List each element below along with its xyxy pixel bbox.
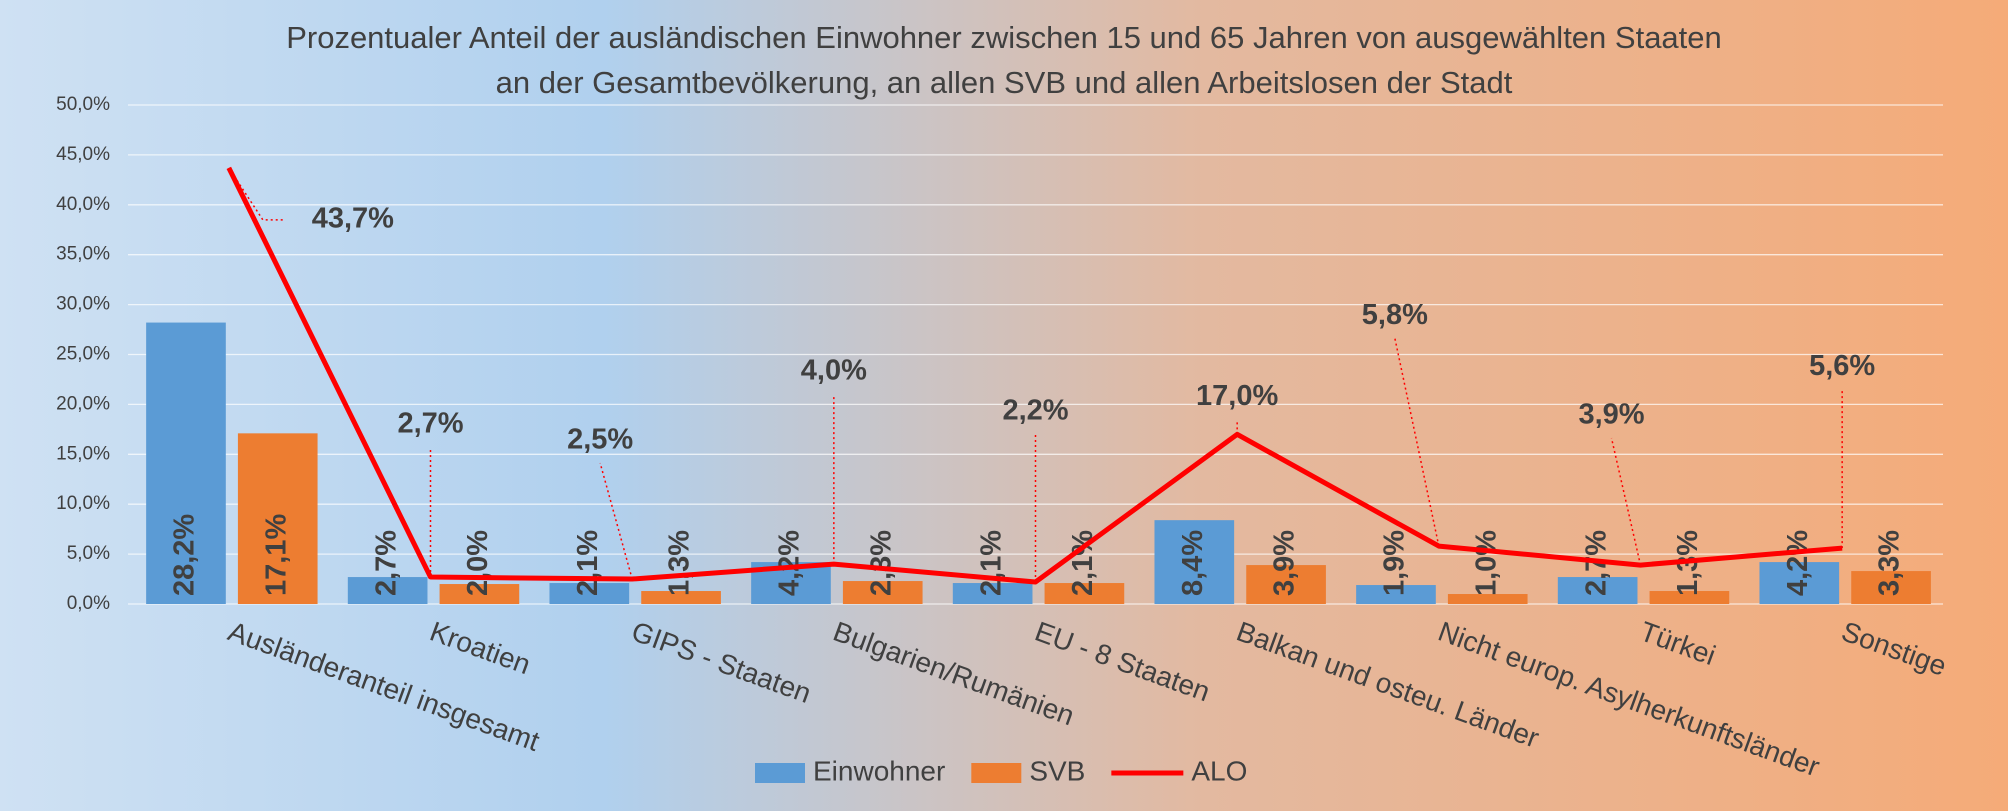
leader-line: [1610, 437, 1642, 566]
bar: [641, 591, 721, 604]
bar: [146, 322, 226, 604]
y-tick-label: 15,0%: [56, 443, 110, 464]
y-tick-label: 10,0%: [56, 493, 110, 514]
data-label: 2,1%: [975, 530, 1007, 596]
data-label: 2,7%: [370, 530, 402, 596]
y-tick-label: 25,0%: [56, 344, 110, 365]
bar: [1759, 562, 1840, 604]
data-label: 2,0%: [462, 530, 494, 596]
data-label: 4,2%: [1782, 530, 1814, 596]
data-label: 1,3%: [664, 530, 696, 596]
y-tick-label: 5,0%: [67, 543, 110, 564]
bar: [347, 577, 428, 604]
leader-line: [599, 462, 633, 580]
y-tick-label: 45,0%: [56, 144, 110, 165]
y-tick-label: 40,0%: [56, 194, 110, 215]
bar: [842, 581, 923, 604]
data-label: 17,1%: [260, 514, 292, 596]
data-label: 2,3%: [865, 530, 897, 596]
legend-swatch: [971, 763, 1022, 783]
legend-label: SVB: [1029, 755, 1085, 786]
leader-line: [1394, 337, 1440, 547]
data-label: 4,0%: [801, 355, 867, 387]
legend-swatch: [755, 763, 805, 783]
y-tick-label: 0,0%: [67, 593, 110, 614]
data-label: 17,0%: [1196, 380, 1278, 412]
chart-title: an der Gesamtbevölkerung, an allen SVB u…: [496, 65, 1513, 100]
bar: [1356, 585, 1436, 604]
bar: [1447, 594, 1528, 604]
data-label: 28,2%: [169, 514, 201, 596]
data-label: 4,2%: [774, 530, 806, 596]
bar: [1649, 591, 1730, 604]
y-tick-label: 35,0%: [56, 244, 110, 265]
data-label: 3,9%: [1269, 530, 1301, 596]
data-label: 5,6%: [1809, 350, 1875, 382]
y-tick-label: 30,0%: [56, 294, 110, 315]
bar: [1246, 565, 1326, 604]
data-label: 8,4%: [1177, 530, 1209, 596]
data-label: 1,9%: [1379, 530, 1411, 596]
bar: [549, 583, 630, 604]
data-label: 43,7%: [312, 203, 394, 235]
bar: [1044, 583, 1125, 604]
leader-line: [228, 167, 283, 221]
legend-label: ALO: [1191, 755, 1247, 786]
bar: [1851, 571, 1931, 604]
data-label: 1,0%: [1470, 530, 1502, 596]
bar: [1557, 577, 1638, 604]
data-label: 5,8%: [1362, 299, 1428, 331]
legend-label: Einwohner: [813, 755, 945, 786]
y-tick-label: 20,0%: [56, 393, 110, 414]
data-label: 2,1%: [572, 530, 604, 596]
data-label: 3,9%: [1578, 399, 1644, 431]
data-label: 3,3%: [1874, 530, 1906, 596]
bar: [1154, 520, 1235, 604]
chart-title: Prozentualer Anteil der ausländischen Ei…: [286, 20, 1722, 55]
bar: [952, 583, 1033, 604]
y-tick-label: 50,0%: [56, 94, 110, 115]
bar: [439, 584, 520, 604]
data-label: 2,7%: [397, 408, 463, 440]
bar: [237, 433, 318, 604]
data-label: 2,5%: [567, 424, 633, 456]
data-label: 2,2%: [1002, 395, 1068, 427]
